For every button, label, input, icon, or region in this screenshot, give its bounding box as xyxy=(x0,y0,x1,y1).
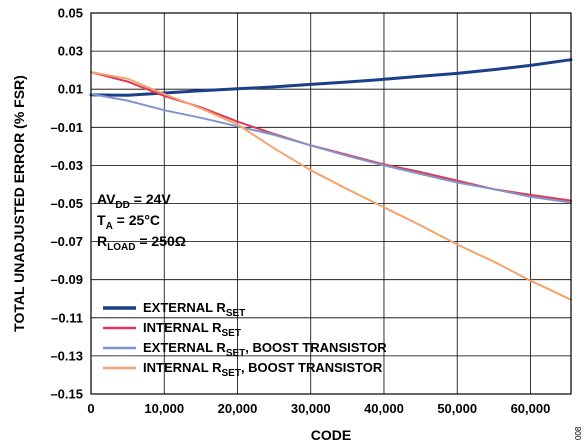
x-tick-labels: 0 10,000 20,000 30,000 40,000 50,000 60,000 xyxy=(87,401,550,416)
annotation-line3-sub: LOAD xyxy=(107,242,135,253)
legend-label-3: EXTERNAL RSET, BOOST TRANSISTOR xyxy=(143,340,387,359)
y-tick-label: –0.03 xyxy=(50,158,83,173)
legend-label-2-main: INTERNAL R xyxy=(143,320,222,335)
plot-series xyxy=(89,58,573,301)
legend-label-3-rest: , BOOST TRANSISTOR xyxy=(245,340,387,355)
x-tick-label: 10,000 xyxy=(144,401,184,416)
legend-label-2-sub: SET xyxy=(221,328,240,339)
grid xyxy=(91,13,571,394)
y-axis-title: TOTAL UNADJUSTED ERROR (% FSR) xyxy=(11,75,27,332)
y-tick-label: –0.01 xyxy=(50,120,83,135)
legend-label-4-sub: SET xyxy=(221,368,240,379)
y-tick-label: 0.05 xyxy=(58,6,83,21)
x-tick-label: 0 xyxy=(87,401,94,416)
annotation-line3: RLOAD = 250Ω xyxy=(97,233,186,253)
y-tick-label: –0.13 xyxy=(50,348,83,363)
plot-frame xyxy=(90,12,572,395)
y-tick-label: –0.05 xyxy=(50,196,83,211)
series-line-1 xyxy=(89,58,573,97)
annotation-line1-rest: = 24V xyxy=(130,191,172,207)
x-axis-title: CODE xyxy=(311,427,351,443)
annotation-line1: AVDD = 24V xyxy=(97,191,171,211)
legend-label-3-sub: SET xyxy=(226,348,245,359)
annotation-line1-sub: DD xyxy=(115,200,129,211)
y-tick-label: 0.01 xyxy=(58,82,83,97)
y-tick-labels: 0.05 0.03 0.01 –0.01 –0.03 –0.05 –0.07 –0.09 –0.… xyxy=(50,6,83,402)
series-line-4 xyxy=(90,71,572,301)
x-tick-label: 50,000 xyxy=(437,401,477,416)
x-tick-label: 20,000 xyxy=(218,401,258,416)
y-tick-label: –0.15 xyxy=(50,387,83,402)
annotation-line1-main: AV xyxy=(97,191,116,207)
legend-label-4: INTERNAL RSET, BOOST TRANSISTOR xyxy=(143,360,383,379)
legend-label-1-sub: SET xyxy=(226,308,245,319)
x-tick-label: 60,000 xyxy=(511,401,551,416)
y-tick-label: –0.11 xyxy=(51,310,83,325)
annotation-line2-rest: = 25°C xyxy=(113,212,160,228)
legend-label-1: EXTERNAL RSET xyxy=(143,300,245,319)
annotation-line2-sub: A xyxy=(106,221,113,232)
x-tick-label: 40,000 xyxy=(364,401,404,416)
annotation-line2-main: T xyxy=(97,212,106,228)
legend-label-1-main: EXTERNAL R xyxy=(143,300,226,315)
y-tick-label: 0.03 xyxy=(58,44,83,59)
legend-label-3-main: EXTERNAL R xyxy=(143,340,226,355)
y-tick-label: –0.07 xyxy=(50,234,83,249)
legend-label-4-rest: , BOOST TRANSISTOR xyxy=(241,360,383,375)
annotation-line3-rest: = 250Ω xyxy=(135,233,186,249)
annotation-line3-main: R xyxy=(97,233,107,249)
x-tick-label: 30,000 xyxy=(291,401,331,416)
legend-label-4-main: INTERNAL R xyxy=(143,360,222,375)
legend-label-2: INTERNAL RSET xyxy=(143,320,241,339)
series-line-3 xyxy=(90,93,572,204)
figure-code: 008 xyxy=(574,426,583,440)
annotation-line2: TA = 25°C xyxy=(97,212,160,232)
y-tick-label: –0.09 xyxy=(50,272,83,287)
